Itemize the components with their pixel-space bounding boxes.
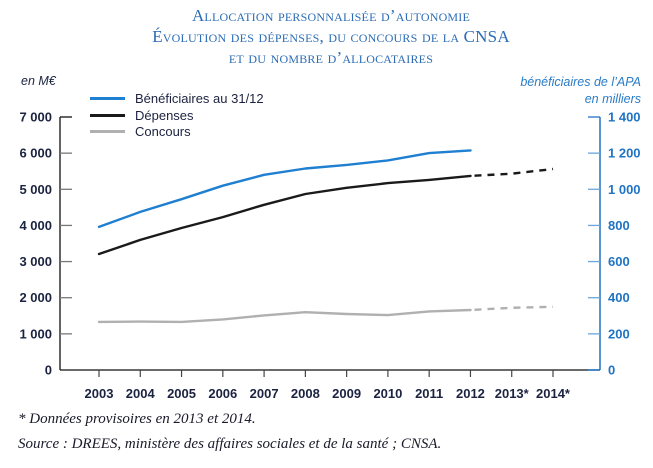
legend-item-depenses: Dépenses: [90, 107, 290, 124]
series-line-concours: [97, 308, 472, 324]
x-axis-tick-label: 2008: [291, 386, 320, 401]
right-axis-tick-label: 800: [608, 218, 630, 233]
series-line-concours-projected: [470, 305, 554, 312]
chart-title-line-1: Allocation personnalisée d’autonomie: [191, 6, 471, 25]
left-axis-tick-label: 3 000: [19, 254, 52, 269]
legend-label-beneficiaires: Bénéficiaires au 31/12: [135, 91, 264, 106]
footnote-provisional: * Données provisoires en 2013 et 2014.: [18, 411, 256, 427]
legend-swatch-beneficiaires: [90, 97, 125, 100]
x-axis-tick-label: 2005: [167, 386, 196, 401]
left-axis-tick-label: 7 000: [19, 110, 52, 125]
right-axis-unit-label: bénéficiaires de l’APA en milliers: [520, 74, 641, 108]
x-axis-tick-label: 2006: [208, 386, 237, 401]
right-axis-tick-label: 400: [608, 290, 630, 305]
right-axis-tick-label: 0: [608, 363, 615, 378]
right-axis-unit-line-2: en milliers: [584, 92, 641, 106]
x-axis-tick-label: 2012: [456, 386, 485, 401]
legend-label-depenses: Dépenses: [135, 107, 194, 123]
chart-title-line-3: et du nombre d’allocataires: [228, 48, 434, 67]
left-axis-tick-label: 0: [45, 363, 52, 378]
legend-swatch-concours: [90, 130, 125, 133]
series-line-depenses-projected: [470, 167, 554, 178]
series-line-beneficiaires: [97, 149, 472, 229]
legend-label-concours: Concours: [135, 124, 191, 139]
legend-item-beneficiaires: Bénéficiaires au 31/12: [90, 90, 290, 107]
x-axis-tick-label: 2007: [250, 386, 279, 401]
left-axis-tick-label: 4 000: [19, 218, 52, 233]
left-axis-tick-label: 6 000: [19, 146, 52, 161]
footnote-source: Source : DREES, ministère des affaires s…: [18, 436, 442, 452]
x-axis-tick-label: 2003: [85, 386, 114, 401]
x-axis-tick-label: 2010: [373, 386, 402, 401]
series-line-depenses: [97, 174, 472, 256]
x-axis-tick-label: 2013*: [495, 386, 530, 401]
left-axis-tick-label: 5 000: [19, 182, 52, 197]
left-axis-tick-label: 1 000: [19, 326, 52, 341]
right-axis-tick-label: 1 400: [608, 110, 641, 125]
right-axis-tick-label: 1 200: [608, 146, 641, 161]
right-axis-tick-label: 600: [608, 254, 630, 269]
left-axis-tick-label: 2 000: [19, 290, 52, 305]
legend: Bénéficiaires au 31/12 Dépenses Concours: [90, 90, 290, 140]
x-axis-tick-label: 2011: [415, 386, 443, 401]
left-axis-unit-label: en M€: [21, 74, 56, 88]
legend-swatch-depenses: [90, 113, 125, 117]
legend-item-concours: Concours: [90, 123, 290, 140]
x-axis-tick-label: 2014*: [536, 386, 571, 401]
right-axis-tick-label: 1 000: [608, 182, 641, 197]
right-axis-unit-line-1: bénéficiaires de l’APA: [520, 75, 641, 89]
x-axis-tick-label: 2004: [126, 386, 156, 401]
chart-title-line-2: Évolution des dépenses, du concours de l…: [152, 27, 510, 46]
right-axis-tick-label: 200: [608, 326, 630, 341]
x-axis-tick-label: 2009: [332, 386, 361, 401]
